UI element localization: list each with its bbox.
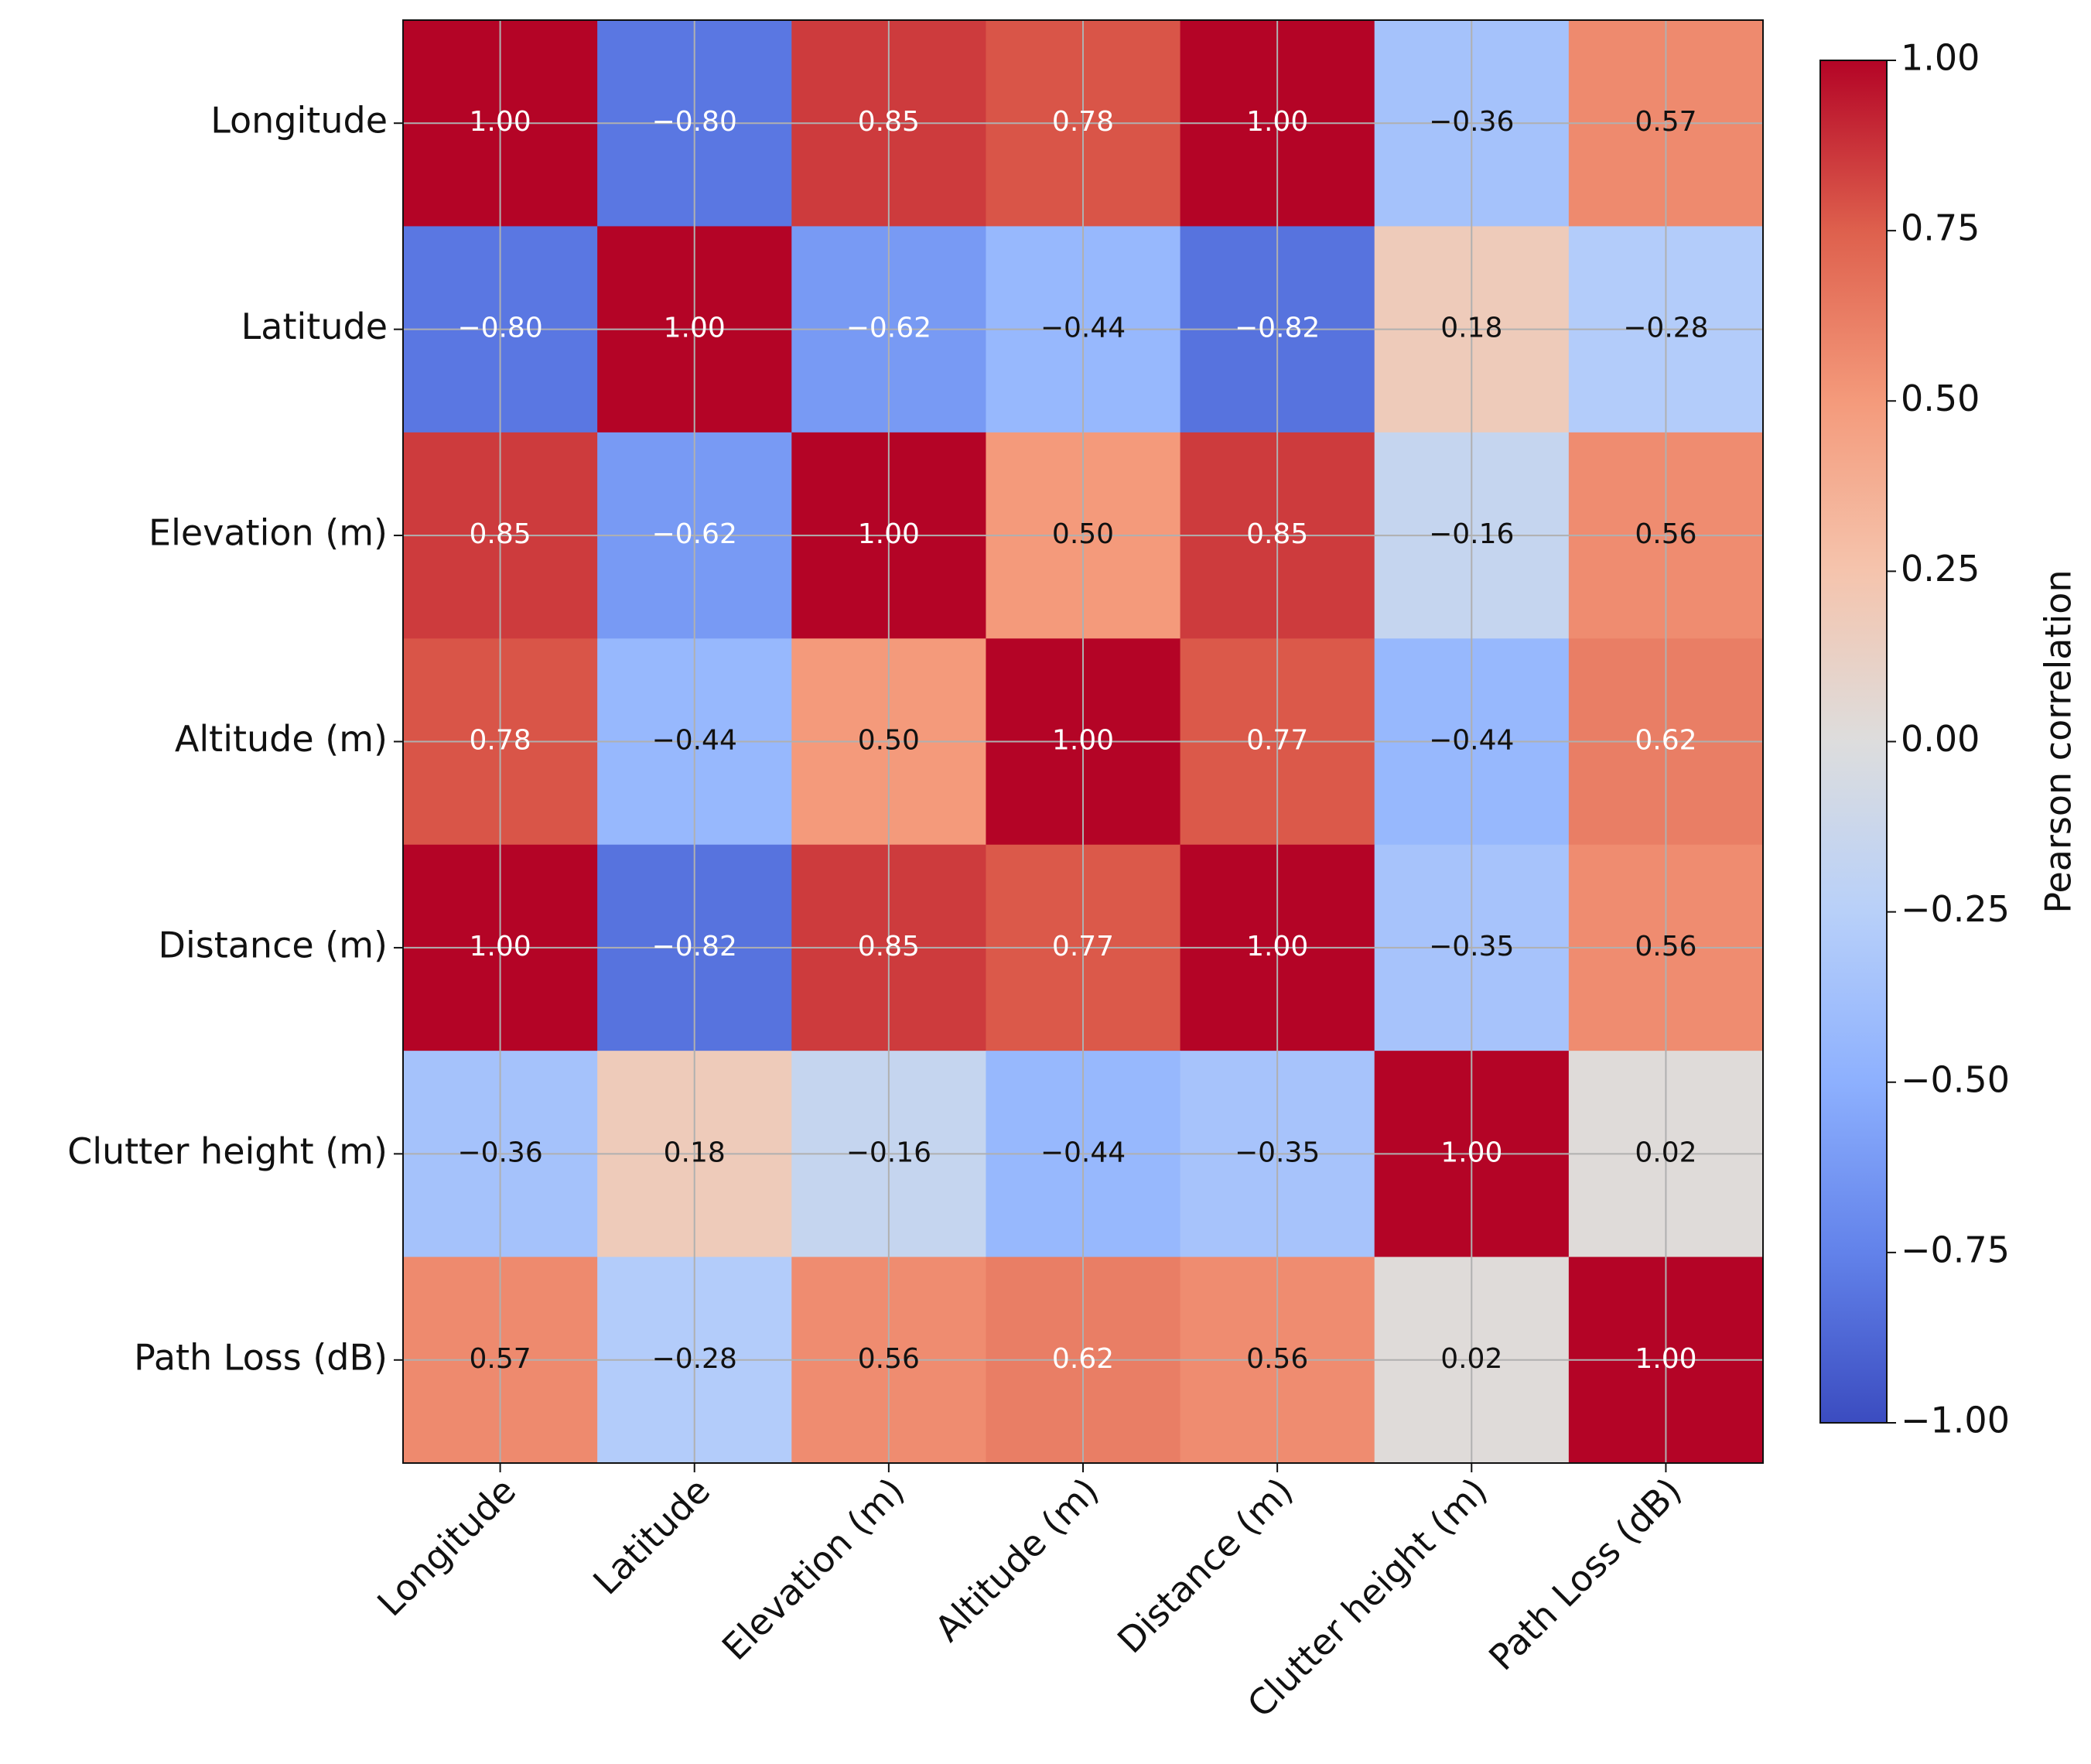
colorbar-tick-label: −0.75 [1901, 1229, 2010, 1270]
cell-label: 1.00 [1246, 106, 1308, 138]
cell-label: 0.18 [1440, 313, 1502, 344]
colorbar-tick-label: 0.75 [1901, 207, 1980, 249]
cell-label: 0.50 [858, 725, 920, 757]
cell-label: 0.85 [858, 106, 920, 138]
cell-label: −0.16 [846, 1137, 931, 1168]
y-tick-label: Latitude [241, 306, 388, 347]
colorbar-tick-label: −1.00 [1901, 1400, 2010, 1441]
cell-label: 1.00 [469, 931, 531, 962]
cell-label: 0.56 [1635, 931, 1696, 962]
cell-label: 0.62 [1635, 725, 1696, 757]
cell-label: 0.57 [469, 1343, 531, 1375]
cell-label: 0.02 [1440, 1343, 1502, 1375]
colorbar-tick-label: 0.50 [1901, 378, 1980, 419]
y-tick-label: Distance (m) [159, 924, 388, 966]
cell-label: −0.82 [1235, 313, 1320, 344]
colorbar-tick-label: 0.25 [1901, 548, 1980, 590]
cell-label: −0.62 [846, 313, 931, 344]
cell-label: 1.00 [858, 518, 920, 550]
cell-label: −0.44 [1040, 1137, 1126, 1168]
cell-label: −0.16 [1429, 518, 1514, 550]
cell-label: 1.00 [664, 313, 726, 344]
colorbar [1819, 60, 1888, 1424]
cell-label: 1.00 [1246, 931, 1308, 962]
cell-label: 0.77 [1246, 725, 1308, 757]
cell-label: −0.62 [652, 518, 737, 550]
x-tick-label: Longitude [369, 1469, 524, 1624]
cell-label: −0.44 [652, 725, 737, 757]
y-tick-label: Clutter height (m) [67, 1130, 388, 1172]
cell-label: −0.44 [1040, 313, 1126, 344]
y-tick-label: Elevation (m) [149, 512, 388, 554]
x-tick-label: Distance (m) [1109, 1469, 1301, 1661]
cell-label: −0.35 [1235, 1137, 1320, 1168]
cell-label: 1.00 [1440, 1137, 1502, 1168]
cell-label: 0.78 [1052, 106, 1114, 138]
cell-label: −0.28 [652, 1343, 737, 1375]
colorbar-tick-label: −0.50 [1901, 1058, 2010, 1100]
cell-label: 0.57 [1635, 106, 1696, 138]
cell-label: −0.36 [1429, 106, 1514, 138]
cell-label: 0.77 [1052, 931, 1114, 962]
cell-label: 0.85 [858, 931, 920, 962]
cell-label: 0.56 [1246, 1343, 1308, 1375]
x-tick-label: Latitude [585, 1469, 718, 1602]
cell-label: 0.85 [469, 518, 531, 550]
cell-label: 0.62 [1052, 1343, 1114, 1375]
cell-label: −0.28 [1623, 313, 1708, 344]
y-tick-label: Path Loss (dB) [134, 1336, 388, 1378]
cell-label: 1.00 [1635, 1343, 1696, 1375]
cell-label: 0.56 [1635, 518, 1696, 550]
y-tick-label: Altitude (m) [175, 718, 388, 760]
cell-label: −0.80 [652, 106, 737, 138]
cell-label: 0.56 [858, 1343, 920, 1375]
cell-label: 0.18 [664, 1137, 726, 1168]
cell-label: −0.44 [1429, 725, 1514, 757]
colorbar-tick-label: −0.25 [1901, 888, 2010, 930]
cell-label: 1.00 [1052, 725, 1114, 757]
x-tick-label: Elevation (m) [714, 1469, 913, 1668]
cell-label: 1.00 [469, 106, 531, 138]
cell-label: 0.50 [1052, 518, 1114, 550]
cell-label: 0.02 [1635, 1137, 1696, 1168]
y-tick-label: Longitude [210, 100, 388, 142]
colorbar-tick-label: 1.00 [1901, 37, 1980, 79]
colorbar-tick-label: 0.00 [1901, 718, 1980, 760]
cell-label: −0.80 [457, 313, 542, 344]
x-tick-label: Altitude (m) [927, 1469, 1107, 1649]
cell-label: 0.78 [469, 725, 531, 757]
colorbar-label: Pearson correlation [2038, 569, 2079, 913]
x-tick-label: Path Loss (dB) [1481, 1469, 1690, 1678]
cell-label: −0.35 [1429, 931, 1514, 962]
cell-label: 0.85 [1246, 518, 1308, 550]
cell-label: −0.82 [652, 931, 737, 962]
cell-label: −0.36 [457, 1137, 542, 1168]
